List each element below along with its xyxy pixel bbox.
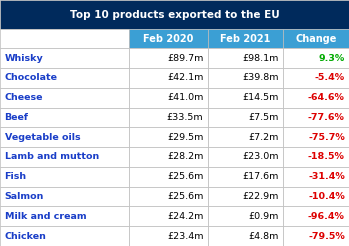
Bar xyxy=(208,206,283,226)
Text: Chicken: Chicken xyxy=(5,232,46,241)
Bar xyxy=(208,108,283,127)
Text: £14.5m: £14.5m xyxy=(242,93,279,102)
Bar xyxy=(0,206,129,226)
Bar xyxy=(208,88,283,108)
Bar xyxy=(129,127,208,147)
Text: £22.9m: £22.9m xyxy=(242,192,279,201)
Text: £7.5m: £7.5m xyxy=(248,113,279,122)
Bar xyxy=(283,108,349,127)
Bar xyxy=(0,147,129,167)
Text: £0.9m: £0.9m xyxy=(248,212,279,221)
Bar xyxy=(0,29,129,48)
Bar xyxy=(283,187,349,206)
Text: Salmon: Salmon xyxy=(5,192,44,201)
Bar xyxy=(129,88,208,108)
Text: £33.5m: £33.5m xyxy=(167,113,203,122)
Bar xyxy=(283,167,349,187)
Bar xyxy=(283,147,349,167)
Bar xyxy=(129,206,208,226)
Text: £39.8m: £39.8m xyxy=(242,73,279,82)
Text: £42.1m: £42.1m xyxy=(167,73,203,82)
Text: -10.4%: -10.4% xyxy=(308,192,345,201)
Bar xyxy=(208,226,283,246)
Text: Lamb and mutton: Lamb and mutton xyxy=(5,153,99,161)
Text: Cheese: Cheese xyxy=(5,93,43,102)
Bar xyxy=(129,187,208,206)
Bar xyxy=(0,226,129,246)
Text: £24.2m: £24.2m xyxy=(167,212,203,221)
Text: £25.6m: £25.6m xyxy=(167,172,203,181)
Text: Top 10 products exported to the EU: Top 10 products exported to the EU xyxy=(69,10,280,19)
Bar xyxy=(0,48,129,68)
Bar xyxy=(0,127,129,147)
Bar xyxy=(283,68,349,88)
Bar xyxy=(0,187,129,206)
Bar xyxy=(208,147,283,167)
Bar xyxy=(129,108,208,127)
Text: £41.0m: £41.0m xyxy=(167,93,203,102)
Text: -18.5%: -18.5% xyxy=(308,153,345,161)
Bar xyxy=(208,29,283,48)
Bar xyxy=(208,167,283,187)
Text: £25.6m: £25.6m xyxy=(167,192,203,201)
Text: -79.5%: -79.5% xyxy=(308,232,345,241)
Text: £17.6m: £17.6m xyxy=(242,172,279,181)
Bar xyxy=(0,0,349,29)
Text: -64.6%: -64.6% xyxy=(308,93,345,102)
Text: Fish: Fish xyxy=(5,172,27,181)
Bar xyxy=(129,147,208,167)
Bar xyxy=(283,29,349,48)
Bar xyxy=(129,48,208,68)
Bar xyxy=(0,108,129,127)
Text: Whisky: Whisky xyxy=(5,54,43,62)
Text: Milk and cream: Milk and cream xyxy=(5,212,86,221)
Bar xyxy=(129,29,208,48)
Bar xyxy=(283,48,349,68)
Text: Vegetable oils: Vegetable oils xyxy=(5,133,80,142)
Bar xyxy=(0,68,129,88)
Text: £23.4m: £23.4m xyxy=(167,232,203,241)
Text: £29.5m: £29.5m xyxy=(167,133,203,142)
Text: £28.2m: £28.2m xyxy=(167,153,203,161)
Text: £89.7m: £89.7m xyxy=(167,54,203,62)
Text: £4.8m: £4.8m xyxy=(248,232,279,241)
Bar xyxy=(283,88,349,108)
Text: -75.7%: -75.7% xyxy=(308,133,345,142)
Text: 9.3%: 9.3% xyxy=(319,54,345,62)
Text: Feb 2021: Feb 2021 xyxy=(220,34,270,44)
Bar xyxy=(129,226,208,246)
Text: £7.2m: £7.2m xyxy=(248,133,279,142)
Bar xyxy=(0,167,129,187)
Bar xyxy=(208,187,283,206)
Text: -5.4%: -5.4% xyxy=(315,73,345,82)
Text: -77.6%: -77.6% xyxy=(308,113,345,122)
Text: Feb 2020: Feb 2020 xyxy=(143,34,194,44)
Text: Change: Change xyxy=(295,34,336,44)
Bar xyxy=(129,68,208,88)
Text: -31.4%: -31.4% xyxy=(308,172,345,181)
Bar xyxy=(208,127,283,147)
Bar xyxy=(208,68,283,88)
Bar xyxy=(208,48,283,68)
Bar xyxy=(0,88,129,108)
Text: £98.1m: £98.1m xyxy=(242,54,279,62)
Bar xyxy=(129,167,208,187)
Bar xyxy=(283,226,349,246)
Text: Beef: Beef xyxy=(5,113,29,122)
Text: £23.0m: £23.0m xyxy=(242,153,279,161)
Bar xyxy=(283,127,349,147)
Text: Chocolate: Chocolate xyxy=(5,73,58,82)
Text: -96.4%: -96.4% xyxy=(308,212,345,221)
Bar xyxy=(283,206,349,226)
